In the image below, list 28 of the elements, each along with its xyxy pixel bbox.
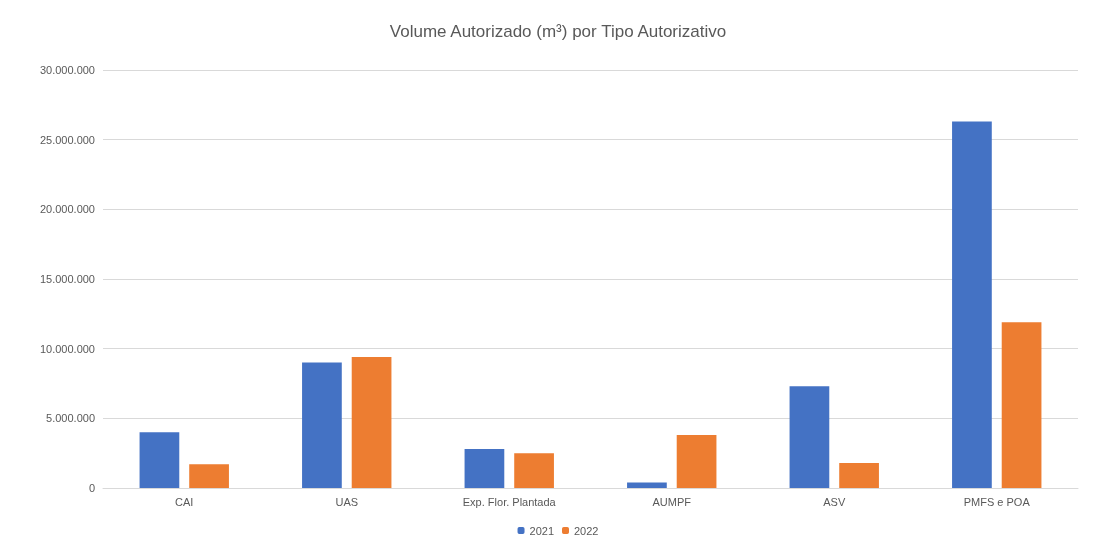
bar <box>789 386 830 488</box>
y-tick-label: 25.000.000 <box>39 133 95 146</box>
bar <box>627 482 667 488</box>
bar <box>952 121 992 488</box>
bar <box>1001 322 1042 488</box>
y-tick-label: 15.000.000 <box>39 273 95 285</box>
legend-label: 2022 <box>574 524 599 537</box>
bar <box>189 464 229 488</box>
chart-title: Volume Autorizado (m³) por Tipo Autorizativo <box>389 22 727 41</box>
x-tick-label: UAS <box>335 495 359 508</box>
bar <box>676 435 717 488</box>
x-tick-label: PMFS e POA <box>963 495 1031 508</box>
y-tick-label: 0 <box>88 482 95 494</box>
y-tick-label: 5.000.000 <box>46 412 95 425</box>
x-tick-label: AUMPF <box>652 495 692 508</box>
bar <box>464 448 505 488</box>
bar <box>302 362 342 488</box>
y-tick-label: 20.000.000 <box>39 203 95 216</box>
y-tick-label: 30.000.000 <box>39 64 95 76</box>
bar <box>514 453 554 488</box>
y-tick-label: 10.000.000 <box>39 342 95 355</box>
x-tick-label: Exp. Flor. Plantada <box>462 495 557 508</box>
x-tick-label: CAI <box>175 495 194 508</box>
x-tick-label: ASV <box>823 495 846 508</box>
bar <box>351 357 392 488</box>
bar <box>839 462 879 488</box>
bar <box>139 432 180 488</box>
legend-label: 2021 <box>529 524 555 537</box>
